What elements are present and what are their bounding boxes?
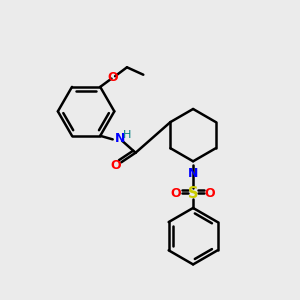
Text: S: S bbox=[188, 186, 198, 201]
Text: O: O bbox=[205, 187, 215, 200]
Text: O: O bbox=[171, 187, 182, 200]
Text: O: O bbox=[111, 159, 121, 172]
Text: H: H bbox=[123, 130, 131, 140]
Text: N: N bbox=[188, 167, 198, 180]
Text: O: O bbox=[107, 71, 118, 84]
Text: N: N bbox=[115, 132, 125, 145]
